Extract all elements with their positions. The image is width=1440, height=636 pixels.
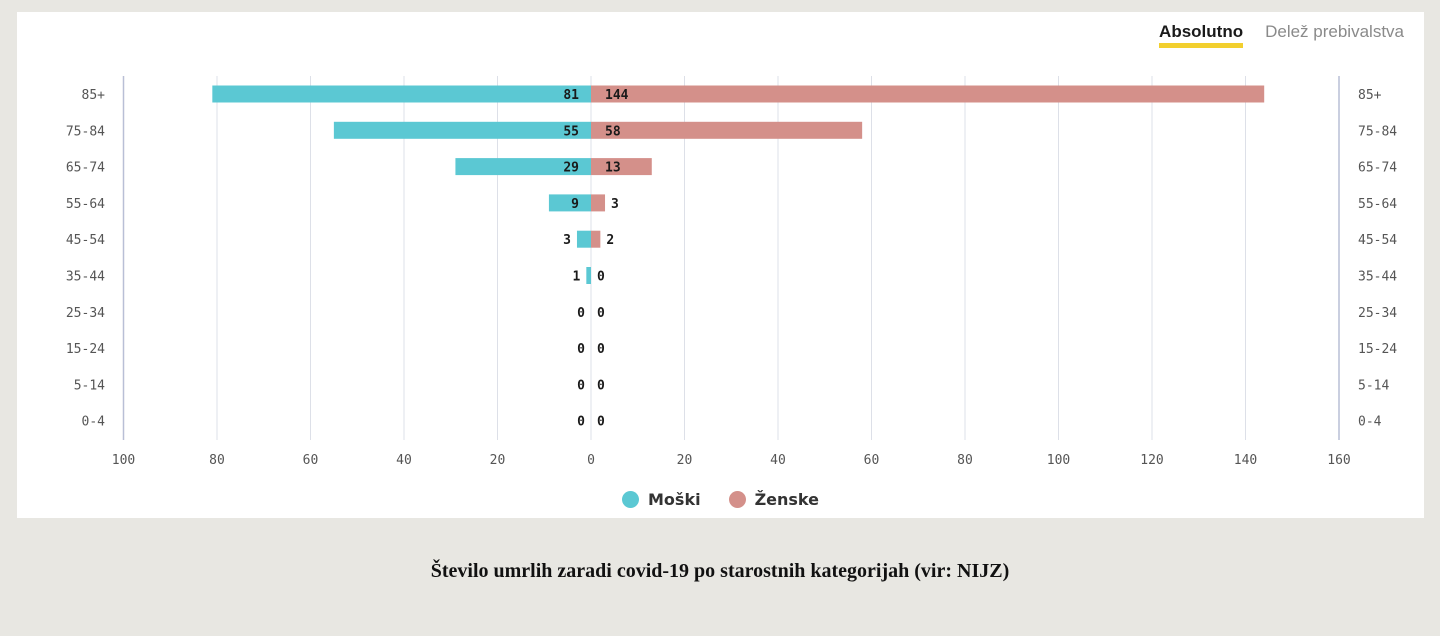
- male-value-label: 1: [572, 270, 580, 285]
- female-bar[interactable]: [591, 158, 652, 176]
- x-tick-label: 120: [1140, 453, 1163, 468]
- female-value-label: 144: [605, 88, 629, 103]
- male-value-label: 81: [563, 88, 579, 103]
- x-tick-label: 160: [1327, 453, 1350, 468]
- x-tick-label: 40: [396, 453, 412, 468]
- female-bar[interactable]: [591, 85, 1265, 103]
- category-label-right: 0-4: [1358, 415, 1382, 430]
- male-value-label: 55: [563, 124, 579, 139]
- legend-female-label: Ženske: [754, 490, 819, 509]
- male-value-label: 3: [563, 233, 571, 248]
- male-bar[interactable]: [586, 267, 591, 284]
- x-tick-label: 140: [1234, 453, 1257, 468]
- male-bar[interactable]: [212, 85, 591, 103]
- male-value-label: 0: [577, 378, 585, 393]
- female-bar[interactable]: [591, 194, 606, 212]
- toggle-absolute-button[interactable]: Absolutno: [1159, 22, 1244, 48]
- x-tick-label: 60: [864, 453, 880, 468]
- legend-male-swatch: [622, 491, 639, 508]
- category-label-left: 15-24: [66, 342, 105, 357]
- category-label-right: 25-34: [1358, 306, 1397, 321]
- category-label-left: 45-54: [66, 233, 105, 248]
- category-label-right: 15-24: [1358, 342, 1397, 357]
- category-label-right: 5-14: [1358, 378, 1389, 393]
- view-toggle: Absolutno Delež prebivalstva: [1159, 22, 1404, 48]
- x-tick-label: 60: [303, 453, 319, 468]
- male-bar[interactable]: [333, 121, 591, 139]
- female-value-label: 0: [597, 270, 605, 285]
- category-label-right: 35-44: [1358, 270, 1397, 285]
- category-label-left: 0-4: [82, 415, 106, 430]
- female-value-label: 3: [611, 197, 619, 212]
- category-label-left: 75-84: [66, 124, 105, 139]
- male-value-label: 9: [571, 197, 579, 212]
- female-value-label: 0: [597, 378, 605, 393]
- female-bar[interactable]: [591, 230, 601, 248]
- female-value-label: 2: [606, 233, 614, 248]
- category-label-right: 85+: [1358, 88, 1382, 103]
- x-tick-label: 0: [587, 453, 595, 468]
- male-value-label: 0: [577, 306, 585, 321]
- category-label-left: 55-64: [66, 197, 105, 212]
- category-label-left: 35-44: [66, 270, 105, 285]
- x-tick-label: 80: [957, 453, 973, 468]
- male-bar[interactable]: [548, 194, 591, 212]
- toggle-share-button[interactable]: Delež prebivalstva: [1265, 22, 1404, 41]
- category-label-right: 75-84: [1358, 124, 1397, 139]
- legend-item-male[interactable]: Moški: [622, 490, 701, 509]
- x-tick-label: 20: [677, 453, 693, 468]
- male-bar[interactable]: [455, 158, 591, 176]
- category-label-right: 45-54: [1358, 233, 1397, 248]
- category-label-left: 65-74: [66, 161, 105, 176]
- female-value-label: 58: [605, 124, 621, 139]
- male-bar[interactable]: [576, 230, 591, 248]
- female-bar[interactable]: [591, 121, 863, 139]
- legend-female-swatch: [728, 491, 746, 508]
- category-label-left: 85+: [82, 88, 106, 103]
- x-tick-label: 100: [112, 453, 135, 468]
- x-tick-label: 100: [1047, 453, 1070, 468]
- category-label-right: 55-64: [1358, 197, 1397, 212]
- female-value-label: 0: [597, 342, 605, 357]
- male-value-label: 29: [563, 161, 579, 176]
- x-tick-label: 40: [770, 453, 786, 468]
- chart-card: Absolutno Delež prebivalstva 100 80 60 40 20…: [17, 12, 1424, 518]
- category-label-right: 65-74: [1358, 161, 1397, 176]
- female-value-label: 0: [597, 306, 605, 321]
- male-value-label: 0: [577, 342, 585, 357]
- x-tick-label: 80: [209, 453, 225, 468]
- female-value-label: 13: [605, 161, 621, 176]
- x-tick-label: 20: [490, 453, 506, 468]
- category-label-left: 25-34: [66, 306, 105, 321]
- category-label-left: 5-14: [74, 378, 105, 393]
- legend: Moški Ženske: [17, 490, 1424, 509]
- female-value-label: 0: [597, 415, 605, 430]
- chart-caption: Število umrlih zaradi covid-19 po staros…: [430, 560, 1010, 582]
- legend-male-label: Moški: [648, 490, 701, 509]
- male-value-label: 0: [577, 415, 585, 430]
- legend-item-female[interactable]: Ženske: [728, 490, 819, 509]
